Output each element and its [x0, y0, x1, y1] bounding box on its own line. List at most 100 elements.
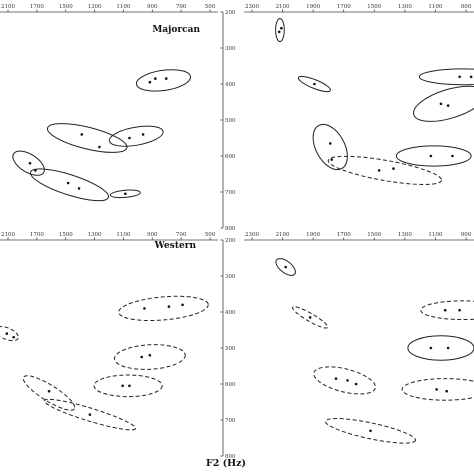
vowel-ellipse	[118, 295, 209, 322]
vowel-token-point	[47, 389, 51, 393]
vowel-ellipse	[275, 258, 296, 276]
vowel-token-point	[328, 142, 332, 145]
x-tick-label: 1500	[59, 4, 73, 10]
x-tick-label: 1100	[116, 232, 130, 238]
vowel-ellipse	[401, 378, 474, 401]
x-tick-label: 1300	[398, 4, 412, 10]
y-tick-label: 600	[225, 382, 236, 388]
vowel-ellipse	[108, 125, 164, 147]
x-tick-label: 2300	[245, 232, 259, 238]
vowel-ellipse	[12, 150, 45, 176]
vowel-token-point	[308, 316, 312, 319]
vowel-ellipse	[0, 326, 19, 342]
y-tick-label: 300	[225, 46, 236, 52]
vowel-ellipse	[292, 306, 329, 329]
vowel-ellipse	[313, 366, 376, 395]
vowel-token-point	[446, 104, 450, 107]
vowel-token-point	[443, 308, 447, 312]
vowel-token-point	[12, 335, 15, 339]
vowel-token-point	[346, 379, 349, 382]
vowel-token-point	[313, 82, 316, 86]
vowel-ellipse	[109, 189, 141, 199]
vowel-token-point	[284, 265, 287, 269]
vowel-token-point	[429, 154, 433, 158]
vowel-ellipse	[297, 75, 332, 93]
vowel-ellipse	[135, 69, 192, 92]
panel-label: Western	[154, 241, 197, 251]
vowel-ellipse	[22, 375, 76, 411]
x-axis-title: F2 (Hz)	[206, 458, 246, 469]
vowel-token-point	[143, 307, 146, 310]
vowel-token-point	[435, 388, 438, 391]
vowel-token-point	[446, 346, 450, 350]
y-tick-label: 500	[225, 346, 236, 352]
x-tick-label: 1500	[59, 232, 73, 238]
x-tick-label: 2100	[1, 232, 15, 238]
vowel-ellipse	[46, 123, 128, 153]
x-tick-label: 1500	[367, 4, 381, 10]
x-tick-label: 900	[461, 4, 472, 10]
x-tick-label: 500	[205, 232, 216, 238]
y-tick-label: 600	[225, 154, 236, 160]
y-tick-label: 400	[225, 82, 236, 88]
y-tick-label: 200	[225, 10, 236, 16]
vowel-token-point	[392, 167, 395, 170]
x-tick-label: 900	[147, 4, 158, 10]
x-tick-label: 900	[461, 232, 472, 238]
vowel-ellipse	[275, 17, 285, 43]
vowel-token-point	[469, 75, 473, 79]
x-tick-label: 1700	[30, 232, 44, 238]
panel-label: Majorcan	[152, 25, 200, 35]
x-tick-label: 2100	[1, 4, 15, 10]
x-tick-label: 900	[147, 232, 158, 238]
x-tick-label: 1700	[30, 4, 44, 10]
x-tick-label: 1100	[428, 232, 442, 238]
vowel-token-point	[141, 133, 145, 136]
x-tick-label: 1700	[337, 232, 351, 238]
vowel-token-point	[66, 181, 70, 185]
vowel-token-point	[140, 355, 143, 359]
vowel-token-point	[98, 145, 101, 149]
x-tick-label: 1700	[337, 4, 351, 10]
x-tick-label: 1900	[306, 232, 320, 238]
x-tick-label: 2100	[276, 232, 290, 238]
vowel-token-point	[439, 102, 443, 106]
vowel-token-point	[277, 30, 281, 34]
panel-bottom-left: 2100 1700 1500 1300 1100 900 700 500 200 300 400 50…	[0, 232, 236, 460]
vowel-token-point	[458, 308, 461, 312]
vowel-ellipse	[324, 417, 417, 444]
vowel-token-point	[154, 77, 157, 80]
vowel-token-point	[354, 382, 358, 386]
vowel-token-point	[167, 305, 171, 308]
vowel-token-point	[280, 26, 283, 30]
y-tick-label: 800	[225, 454, 236, 460]
vowel-token-point	[88, 413, 92, 416]
vowel-token-point	[330, 158, 333, 161]
vowel-token-point	[451, 154, 454, 158]
panel-bottom-right: 2300 2100 1900 1700 1500 1300 1100 900	[244, 232, 474, 444]
vowel-token-point	[80, 133, 84, 136]
vowel-ellipse	[420, 300, 474, 321]
vowel-token-point	[148, 353, 152, 357]
vowel-token-point	[28, 161, 32, 165]
x-tick-label: 1900	[306, 4, 320, 10]
x-tick-label: 1300	[88, 232, 102, 238]
vowel-ellipse	[29, 168, 109, 202]
panel-top-left: 2100 1700 1500 1300 1100 900 700 500 200 300 400 50…	[0, 4, 236, 232]
vowel-token-point	[334, 377, 338, 380]
vowel-ellipse	[395, 145, 472, 167]
vowel-token-point	[445, 389, 448, 393]
x-tick-label: 700	[176, 4, 187, 10]
y-tick-label: 300	[225, 274, 236, 280]
y-tick-label: 700	[225, 418, 236, 424]
x-tick-label: 2300	[245, 4, 259, 10]
vowel-token-point	[148, 80, 152, 84]
vowel-token-point	[5, 332, 9, 335]
vowel-token-point	[124, 192, 127, 196]
x-tick-label: 1500	[367, 232, 381, 238]
y-tick-label: 400	[225, 310, 236, 316]
x-tick-label: 2100	[276, 4, 290, 10]
vowel-ellipse	[413, 85, 474, 122]
x-tick-label: 1100	[116, 4, 130, 10]
